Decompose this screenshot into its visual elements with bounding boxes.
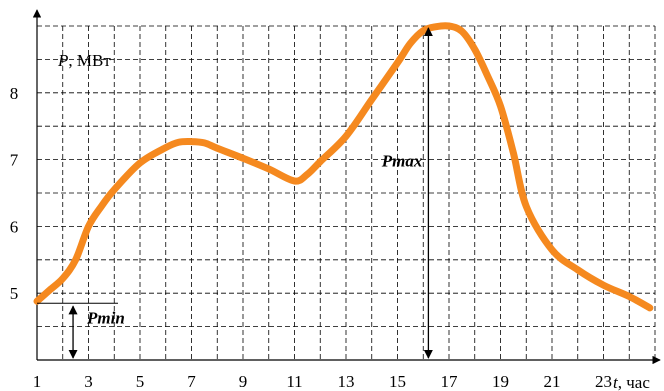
x-axis-unit: , час bbox=[618, 373, 651, 391]
x-tick-label: 1 bbox=[33, 372, 42, 391]
y-tick-label: 7 bbox=[10, 151, 19, 170]
grid bbox=[37, 25, 656, 360]
y-axis-var: P bbox=[57, 51, 68, 70]
pmax-label: Pmax bbox=[381, 151, 423, 170]
x-tick-label: 3 bbox=[84, 372, 93, 391]
x-tick-label: 21 bbox=[544, 372, 561, 391]
y-tick-label: 6 bbox=[10, 217, 19, 236]
y-tick-labels: 5 6 7 8 bbox=[10, 84, 19, 303]
y-axis-label: P, МВт bbox=[57, 51, 111, 70]
x-tick-label: 11 bbox=[286, 372, 302, 391]
y-axis-unit: , МВт bbox=[68, 51, 111, 70]
series-layer bbox=[33, 22, 654, 312]
x-tick-label: 13 bbox=[338, 372, 355, 391]
x-axis-var: t bbox=[613, 373, 619, 391]
pmin-label: Pmin bbox=[86, 308, 125, 327]
x-tick-label: 15 bbox=[389, 372, 406, 391]
y-tick-label: 5 bbox=[10, 284, 19, 303]
axes bbox=[32, 9, 661, 365]
x-tick-label: 17 bbox=[441, 372, 459, 391]
x-tick-label: 19 bbox=[492, 372, 509, 391]
y-tick-label: 8 bbox=[10, 84, 19, 103]
x-tick-label: 23 bbox=[595, 372, 612, 391]
x-tick-labels: 1 3 5 7 9 11 13 15 17 19 21 23 bbox=[33, 372, 612, 391]
annotations: Pmax Pmin bbox=[37, 27, 433, 359]
x-tick-label: 7 bbox=[187, 372, 196, 391]
x-axis-label: t, час bbox=[613, 373, 650, 391]
x-tick-label: 9 bbox=[239, 372, 248, 391]
series-line bbox=[33, 22, 654, 312]
x-tick-label: 5 bbox=[136, 372, 145, 391]
